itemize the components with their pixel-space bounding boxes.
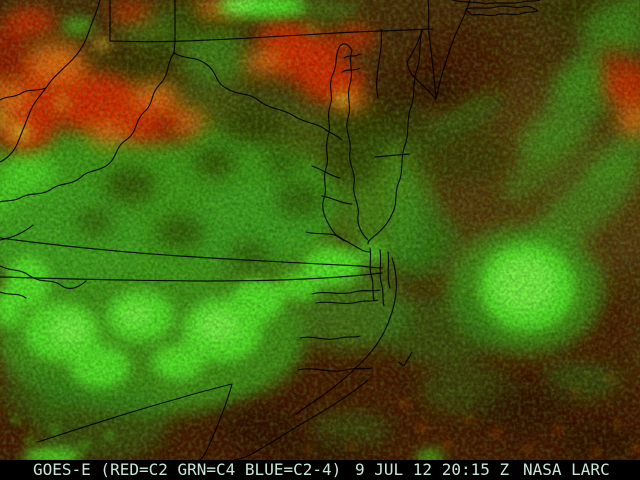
upper-bay-river: [341, 67, 361, 73]
pamlico-river-line: [299, 335, 361, 340]
ct-coast-line: [451, 0, 541, 5]
mason-dixon-line: [109, 28, 434, 43]
currituck-line: [369, 247, 375, 301]
md-west-tip: [173, 40, 176, 54]
james-river-line: [305, 231, 371, 253]
caption-datetime: 9 JUL 12 20:15 Z: [355, 460, 510, 479]
neuse-river-line: [297, 367, 373, 372]
outer-banks-line: [295, 257, 397, 415]
long-island-outline: [465, 5, 539, 17]
delmarva-atlantic-coast: [367, 29, 423, 245]
de-md-line: [374, 153, 410, 158]
nc-sc-border: [37, 383, 233, 460]
nj-atlantic-coast: [435, 0, 471, 100]
va-nc-border-upper: [0, 237, 383, 269]
albemarle-sound-line: [315, 299, 379, 304]
caption-bar: GOES-E (RED=C2 GRN=C4 BLUE=C2-4) 9 JUL 1…: [0, 460, 640, 480]
mountain-border-squiggle: [0, 265, 87, 290]
wv-va-border: [0, 52, 175, 203]
currituck-line: [379, 249, 385, 307]
currituck-line: [387, 251, 391, 289]
speckle-layer: [12, 376, 639, 455]
rappahannock-line: [311, 165, 341, 179]
nc-south-coast-line: [233, 379, 369, 460]
mountain-border-squiggle: [0, 291, 27, 299]
hatteras-island-line: [397, 351, 413, 367]
de-west-border: [376, 28, 383, 99]
satellite-composite: [0, 0, 640, 460]
satellite-image: [0, 0, 640, 460]
delaware-river-line: [427, 0, 437, 100]
caption-credit: NASA LARC: [523, 460, 610, 479]
chesapeake-west-shore: [322, 45, 349, 243]
map-boundary-overlay: [0, 0, 541, 460]
caption-product-label: GOES-E (RED=C2 GRN=C4 BLUE=C2-4): [33, 460, 342, 479]
va-nc-border-lower: [0, 272, 383, 282]
chesapeake-east-shore: [339, 43, 369, 241]
river-branch-line: [0, 87, 47, 101]
green-grain-overlay: [0, 0, 640, 460]
upper-bay-river: [343, 53, 361, 59]
york-river-line: [321, 195, 353, 205]
albemarle-sound-line: [311, 289, 381, 295]
delaware-bay-line: [406, 29, 437, 100]
ky-border-stub: [0, 224, 34, 241]
potomac-river-line: [173, 52, 343, 141]
